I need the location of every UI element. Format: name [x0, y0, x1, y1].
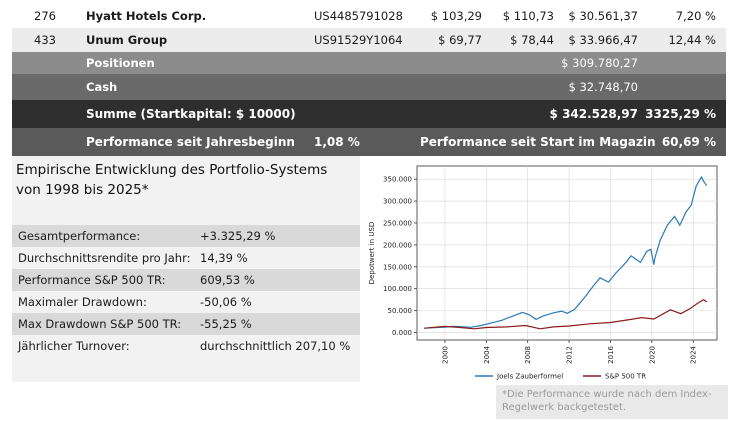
stats-label: Performance S&P 500 TR: [18, 273, 166, 287]
stats-label: Maximaler Drawdown: [18, 295, 147, 309]
holding-nr: 433 [34, 33, 56, 47]
stats-title: Empirische Entwicklung des Portfolio-Sys… [16, 162, 328, 198]
summe-row: Summe (Startkapital: $ 10000) $ 342.528,… [12, 100, 726, 128]
table-row: 276 Hyatt Hotels Corp. US4485791028 $ 10… [12, 4, 726, 28]
ytd-value: 1,08 % [314, 135, 360, 149]
stats-value: 609,53 % [200, 273, 255, 287]
table-row: 433 Unum Group US91529Y1064 $ 69,77 $ 78… [12, 28, 726, 52]
performance-row: Performance seit Jahresbeginn 1,08 % Per… [12, 128, 726, 156]
y-tick-label: 250.000 [383, 219, 412, 227]
x-tick-label: 2020 [648, 346, 656, 364]
x-tick-label: 2004 [483, 345, 491, 363]
holding-isin: US4485791028 [314, 9, 403, 23]
holding-perf: 7,20 % [675, 9, 716, 23]
positionen-label: Positionen [86, 56, 155, 70]
stats-value: -50,06 % [200, 295, 252, 309]
stats-value: durchschnittlich 207,10 % [200, 339, 351, 353]
x-tick-label: 2012 [566, 346, 574, 364]
stats-row: Maximaler Drawdown: -50,06 % [12, 291, 360, 313]
footnote: *Die Performance wurde nach dem Index-Re… [496, 385, 728, 419]
stats-value: +3.325,29 % [200, 229, 276, 243]
x-tick-label: 2016 [607, 345, 615, 363]
stats-value: 14,39 % [200, 251, 248, 265]
stats-row: Performance S&P 500 TR: 609,53 % [12, 269, 360, 291]
stats-row: Gesamtperformance: +3.325,29 % [12, 225, 360, 247]
start-label: Performance seit Start im Magazin [420, 135, 656, 149]
stats-label: Gesamtperformance: [18, 229, 141, 243]
holding-price: $ 78,44 [510, 33, 554, 47]
start-value: 60,69 % [661, 135, 716, 149]
holding-price: $ 110,73 [502, 9, 554, 23]
legend-label: S&P 500 TR [605, 373, 646, 381]
y-axis-label: Depotwert in USD [368, 222, 376, 285]
holding-buy: $ 69,77 [438, 33, 482, 47]
summe-value: $ 342.528,97 [549, 107, 638, 121]
holding-perf: 12,44 % [668, 33, 716, 47]
cash-row: Cash $ 32.748,70 [12, 74, 726, 100]
x-tick-label: 2024 [690, 345, 698, 363]
positionen-row: Positionen $ 309.780,27 [12, 52, 726, 74]
summe-label: Summe (Startkapital: $ 10000) [86, 107, 296, 121]
stats-row: Max Drawdown S&P 500 TR: -55,25 % [12, 313, 360, 335]
chart: 0.000 50.000 100.000 150.000 200.000 250.000 3… [365, 158, 727, 388]
cash-value: $ 32.748,70 [568, 80, 639, 94]
y-tick-label: 350.000 [383, 176, 412, 184]
y-tick-label: 200.000 [383, 241, 412, 249]
stats-row: Jährlicher Turnover: durchschnittlich 20… [12, 335, 360, 357]
y-tick-label: 300.000 [383, 198, 412, 206]
series-line [424, 298, 708, 330]
summe-perf: 3325,29 % [645, 107, 716, 121]
series-line [424, 175, 708, 329]
y-tick-label: 0.000 [392, 329, 412, 337]
legend-label: Joels Zauberformel [496, 373, 563, 381]
y-tick-label: 50.000 [388, 307, 413, 315]
y-tick-label: 100.000 [383, 285, 412, 293]
plot-area [416, 165, 718, 341]
x-tick-label: 2008 [524, 346, 532, 364]
holding-buy: $ 103,29 [430, 9, 482, 23]
holding-nr: 276 [34, 9, 56, 23]
stats-row: Durchschnittsrendite pro Jahr: 14,39 % [12, 247, 360, 269]
holding-isin: US91529Y1064 [314, 33, 403, 47]
ytd-label: Performance seit Jahresbeginn [86, 135, 295, 149]
holding-name: Unum Group [86, 33, 168, 47]
holding-value: $ 30.561,37 [568, 9, 639, 23]
line-chart: 0.000 50.000 100.000 150.000 200.000 250.000 3… [368, 165, 718, 381]
y-tick-label: 150.000 [383, 263, 412, 271]
stats-value: -55,25 % [200, 317, 252, 331]
holding-name: Hyatt Hotels Corp. [86, 9, 207, 23]
holding-value: $ 33.966,47 [568, 33, 639, 47]
stats-panel: Empirische Entwicklung des Portfolio-Sys… [12, 156, 360, 382]
stats-label: Max Drawdown S&P 500 TR: [18, 317, 182, 331]
cash-label: Cash [86, 80, 118, 94]
stats-label: Jährlicher Turnover: [18, 339, 130, 353]
x-tick-label: 2000 [441, 346, 449, 364]
positionen-value: $ 309.780,27 [561, 56, 638, 70]
stats-label: Durchschnittsrendite pro Jahr: [18, 251, 191, 265]
